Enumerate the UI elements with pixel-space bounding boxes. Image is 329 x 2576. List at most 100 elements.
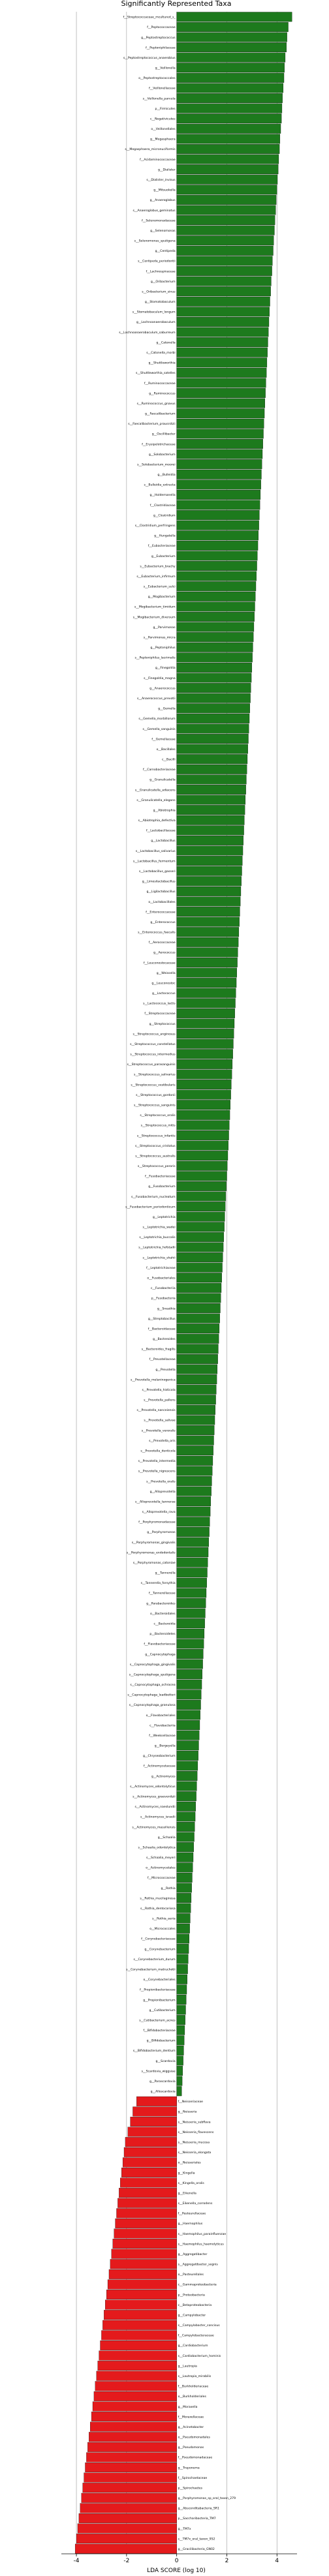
bar-f-weeksellaceae [176, 1730, 200, 1740]
bar-s-porphyromonas-gingivalis [176, 1537, 209, 1547]
bar-g-anaeroglobus [176, 194, 277, 205]
bar-label: s__Fusobacterium_periodonticum [125, 1205, 176, 1209]
bar-label: g__Solobacterium [149, 453, 176, 457]
bar-f-erysipelotrichaceae [176, 439, 263, 449]
bar-label: s__Scardovia_wiggsiae [142, 2069, 176, 2073]
bar-label: g__Schaalia [158, 1836, 176, 1840]
bar-label: g__Bifidobacterium [147, 2039, 176, 2043]
bar-o-corynebacteriales [176, 1974, 187, 1984]
bar-label: g__Megasphaera [150, 138, 176, 142]
bar-g-shuttleworthia [176, 357, 268, 368]
bar-label: s__Prevotella_denticola [140, 1449, 175, 1453]
bar-label: s__Leptotrichia_wadei [142, 1226, 175, 1230]
bar-label: s__Granulicatella_adiacens [135, 788, 176, 792]
bar-label: g__Cutibacterium [149, 2008, 176, 2012]
bar-label: g__Enterococcus [150, 920, 176, 924]
bar-g-lachnoanaerobaculum [176, 316, 270, 327]
bar-label: s__Aggregatibacter_segnis [178, 2263, 219, 2267]
bar-label: g__Capnocytophaga [145, 1652, 176, 1656]
bar-g-selenomonas [176, 225, 275, 235]
bar-label: g__Tannerella [155, 1571, 176, 1575]
bar-s-leptotrichia-shahii [176, 1252, 223, 1262]
bar-s-ruminococcus-gnavus [176, 398, 265, 408]
bar-f-clostridiaceae [176, 500, 260, 510]
bar-o-neisseriales [122, 2157, 177, 2168]
bar-label: f__Leuconostocaceae [144, 961, 176, 965]
bar-f-eubacteriaceae [176, 540, 258, 551]
bar-s-bulleidia-extructa [176, 479, 261, 490]
bar-label: f__Streptococcaceae [144, 1012, 175, 1016]
bar-label: s__Rothia_dentocariosa [140, 1907, 176, 1911]
bar-s-capnocytophaga-gingivalis [176, 1659, 203, 1669]
bar-s-porphyromonas-catoniae [176, 1557, 208, 1568]
bar-g-prevotella [176, 1364, 218, 1374]
bar-label: s__Solobacterium_moorei [137, 462, 176, 466]
bar-label: s__Capnocytophaga_leadbetteri [127, 1693, 175, 1697]
bar-s-capnocytophaga-leadbetteri [176, 1690, 202, 1700]
bar-g-centipeda [176, 245, 274, 256]
bar-p-saccharibacteria-tm7 [78, 2513, 177, 2523]
bar-label: g__Limosilactobacillus [142, 880, 176, 884]
bar-label: s__Capnocytophaga_sputigena [129, 1673, 176, 1676]
bar-label: s__Veillonella_parvula [143, 97, 176, 100]
x-tick-label: -4 [74, 2558, 80, 2564]
bar-s-campylobacter-concisus [102, 2320, 177, 2330]
bar-label: s__Bacteroides_fragilis [142, 1348, 176, 1352]
bar-g-oribacterium [176, 276, 272, 286]
bar-g-pseudomonas [87, 2442, 177, 2452]
bar-f-enterococcaceae [176, 907, 240, 917]
bar-label: p__Saccharibacteria_TM7 [178, 2517, 216, 2521]
bar-f-micrococcaceae [176, 1872, 193, 1883]
bar-label: g__Selenomonas [150, 229, 176, 233]
bar-s-tm7x-oral-taxon-952 [76, 2534, 177, 2544]
bar-label: g__Propionibacterium [143, 1998, 176, 2002]
bar-s-prevotella-nigrescens [176, 1466, 213, 1476]
bar-label: g__Oribacterium [151, 280, 176, 284]
bar-label: f__Neisseriaceae [178, 2100, 204, 2104]
bar-label: f__Streptococcaceae_mcultured_s_ [123, 16, 176, 20]
bar-s-eikenella-corrodens [118, 2198, 177, 2208]
bar-s-streptococcus-intermedius [176, 1049, 233, 1059]
bar-label: p__Fusobacteria [151, 1297, 176, 1301]
bar-s-streptococcus-parasanguinis [176, 1059, 233, 1069]
bar-label: f__Moraxellaceae [178, 2415, 204, 2419]
bar-label: s__Gemella_morbillorum [138, 717, 176, 721]
bar-label: g__Parascardovia [149, 2080, 176, 2084]
bar-label: s__Catonella_morbi [146, 351, 175, 355]
bar-c-bacilli [176, 754, 248, 765]
x-tick-label: 0 [175, 2558, 179, 2564]
bar-label: o__Lactobacillales [148, 900, 176, 904]
bar-label: f__Lachnospiraceae [146, 269, 176, 273]
bar-label: f__Ruminococcaceae [144, 382, 176, 386]
bar-s-cardiobacterium-hominis [99, 2350, 177, 2361]
bar-s-leptotrichia-hofstadii [176, 1242, 224, 1252]
bar-label: g__Shuttleworthia [148, 361, 175, 365]
bar-s-streptococcus-vestibularis [176, 1080, 232, 1089]
bar-label: o__Peptostreptococcales [138, 76, 176, 80]
bar-label: s__Clostridium_perfringens [135, 524, 176, 528]
bar-label: s__Neisseria_mucosa [178, 2140, 210, 2144]
bar-label: o__Actinomycetales [146, 1866, 176, 1870]
bar-label: g__Gemella [158, 707, 176, 711]
bar-g-scardovia [176, 2055, 183, 2066]
bar-label: g__Gracilibacteria_GN02 [178, 2547, 215, 2551]
bar-label: s__Shuttleworthia_satelles [136, 371, 176, 375]
bar-label: f__Campylobacteraceae [178, 2334, 214, 2338]
bar-label: s__Prevotella_pallens [144, 1399, 176, 1402]
bar-s-streptococcus-sanguinis [176, 1100, 230, 1110]
bar-label: g__Eubacterium [151, 554, 176, 558]
bar-label: f__Enterococcaceae [146, 910, 176, 914]
bar-label: o__Pasteurellales [178, 2273, 204, 2277]
bar-s-rothia-aeria [176, 1913, 191, 1924]
bar-s-prevotella-histicola [176, 1384, 217, 1395]
bar-s-prevotella-oralis [176, 1476, 212, 1486]
bar-label: g__Dialister [158, 168, 176, 172]
bar-label: g__Sneathia [157, 1307, 176, 1311]
bar-label: g__Parabacteroides [146, 1601, 176, 1605]
bar-s-clostridium-perfringens [176, 520, 259, 530]
bar-label: g__Eikenella [178, 2191, 196, 2195]
bar-g-alloprevotella [176, 1486, 212, 1496]
bar-s-actinomyces-massiliensis [176, 1822, 195, 1832]
bar-g-lactococcus [176, 988, 236, 998]
bar-s-catonella-morbi [176, 347, 268, 357]
